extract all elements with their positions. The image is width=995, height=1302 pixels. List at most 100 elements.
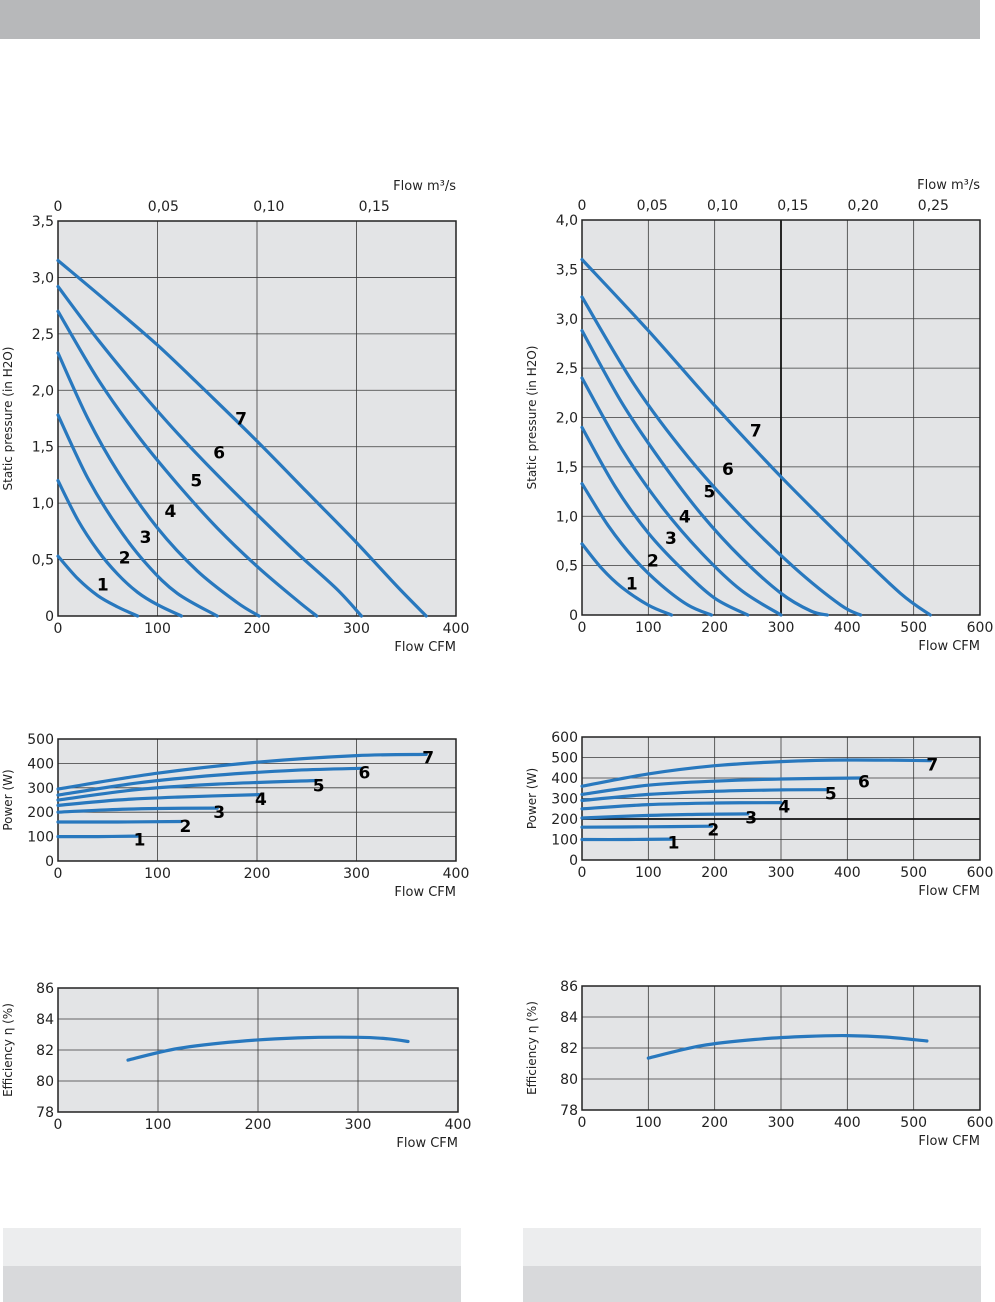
- y-tick-label: 78: [560, 1103, 578, 1119]
- efficiency-right-chart: 0 100 200 300 400 500 600 78 80 82 84 86 Flow CFM Eff…: [525, 979, 993, 1149]
- y-tick-label: 80: [560, 1072, 578, 1088]
- curve-efficiency: [126, 1035, 410, 1062]
- y-tick-label: 100: [27, 830, 54, 846]
- footer-panel-left-top: [3, 1228, 461, 1266]
- curve-label: 4: [679, 507, 691, 527]
- top-tick-label: 0,15: [777, 198, 808, 214]
- curve-4: [580, 376, 783, 617]
- curve-label: 5: [825, 784, 837, 804]
- x-tick-label: 400: [834, 620, 861, 636]
- x-tick-label: 400: [834, 865, 861, 881]
- top-tick-label: 0,05: [148, 199, 179, 215]
- curve-3: [56, 413, 219, 618]
- x-tick-label: 500: [900, 865, 927, 881]
- curve-label: 2: [179, 817, 191, 837]
- y-tick-label: 2,0: [556, 411, 578, 427]
- curve-1: [56, 834, 140, 839]
- top-tick-label: 0,20: [848, 198, 879, 214]
- x-tick-label: 100: [144, 621, 171, 637]
- x-tick-label: 600: [967, 865, 994, 881]
- y-tick-label: 1,5: [556, 460, 578, 476]
- curve-label: 1: [668, 834, 680, 854]
- curve-6: [580, 776, 863, 796]
- x-tick-label: 100: [635, 620, 662, 636]
- y-tick-label: 84: [560, 1010, 578, 1026]
- y-tick-label: 3,0: [32, 270, 54, 286]
- x-axis-label: Flow CFM: [918, 639, 980, 654]
- curve-label: 3: [140, 528, 152, 548]
- curve-6: [56, 284, 364, 618]
- x-tick-label: 100: [635, 865, 662, 881]
- y-tick-label: 0: [45, 609, 54, 625]
- top-tick-label: 0,25: [918, 198, 949, 214]
- x-tick-label: 300: [345, 1117, 372, 1133]
- y-tick-label: 0: [569, 608, 578, 624]
- curve-5: [56, 309, 319, 618]
- curve-5: [580, 329, 829, 617]
- power-left-chart: 0 100 200 300 400 0 100 200 300 400 500 Flow CFM Pow…: [1, 732, 469, 900]
- curve-2: [56, 479, 183, 618]
- curve-label: 7: [422, 748, 434, 768]
- x-tick-label: 200: [244, 621, 271, 637]
- x-tick-label: 400: [443, 866, 470, 882]
- curve-label: 5: [190, 472, 202, 492]
- top-tick-label: 0,10: [707, 198, 738, 214]
- y-axis-label: Efficiency η (%): [1, 1003, 15, 1097]
- top-tick-label: 0,15: [359, 199, 390, 215]
- curve-label: 3: [665, 529, 677, 549]
- curve-2: [580, 482, 713, 617]
- x-tick-label: 600: [967, 1115, 994, 1131]
- x-tick-label: 0: [54, 1117, 63, 1133]
- y-tick-label: 82: [36, 1043, 54, 1059]
- y-tick-label: 2,5: [32, 327, 54, 343]
- x-tick-label: 100: [144, 866, 171, 882]
- y-tick-label: 3,0: [556, 312, 578, 328]
- curve-label: 6: [359, 763, 371, 783]
- curve-label: 2: [707, 821, 719, 841]
- curve-7: [56, 752, 428, 791]
- plot-frame: [57, 987, 459, 1113]
- y-tick-label: 4,0: [556, 213, 578, 229]
- curve-label: 2: [647, 552, 659, 572]
- curve-2: [580, 824, 713, 829]
- top-tick-label: 0,10: [253, 199, 284, 215]
- footer-panel-left-bottom: [3, 1266, 461, 1302]
- x-axis-label: Flow CFM: [918, 884, 980, 899]
- footer-panel-right-bottom: [523, 1266, 981, 1302]
- x-tick-label: 0: [54, 866, 63, 882]
- x-tick-label: 200: [701, 1115, 728, 1131]
- curve-7: [56, 258, 428, 618]
- curve-label: 7: [750, 421, 762, 441]
- curve-label: 4: [165, 502, 177, 522]
- curve-label: 3: [213, 803, 225, 823]
- pressure-right-chart: 0 100 200 300 400 500 600 0 0,5 1,0 1,5 2,0 2,5 3,0 3,…: [525, 178, 993, 654]
- curve-3: [56, 806, 219, 814]
- y-tick-label: 0,5: [556, 559, 578, 575]
- top-tick-label: 0: [578, 198, 587, 214]
- top-tick-label: 0: [54, 199, 63, 215]
- curve-label: 1: [97, 575, 109, 595]
- x-tick-label: 100: [635, 1115, 662, 1131]
- curve-label: 4: [255, 790, 267, 810]
- curve-label: 3: [745, 808, 757, 828]
- x-tick-label: 400: [834, 1115, 861, 1131]
- y-tick-label: 1,0: [32, 496, 54, 512]
- x-tick-label: 300: [768, 620, 795, 636]
- x-tick-label: 300: [768, 865, 795, 881]
- x-axis-label: Flow CFM: [396, 1136, 458, 1151]
- y-tick-label: 300: [551, 792, 578, 808]
- x-tick-label: 100: [145, 1117, 172, 1133]
- curve-label: 6: [722, 460, 734, 480]
- y-tick-label: 500: [27, 732, 54, 748]
- curve-5: [56, 778, 319, 802]
- curve-label: 1: [134, 831, 146, 851]
- x-tick-label: 400: [445, 1117, 472, 1133]
- x-tick-label: 300: [768, 1115, 795, 1131]
- curve-4: [580, 801, 783, 811]
- curve-7: [580, 758, 932, 788]
- y-tick-label: 3,5: [556, 262, 578, 278]
- curve-label: 6: [213, 443, 225, 463]
- curve-2: [56, 819, 183, 824]
- curve-6: [580, 295, 863, 617]
- x-tick-label: 0: [54, 621, 63, 637]
